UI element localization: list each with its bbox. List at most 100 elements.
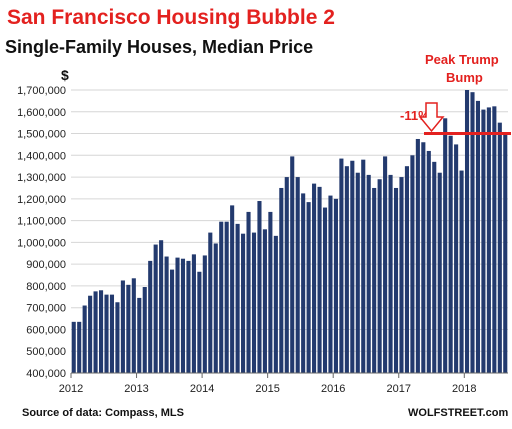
bar — [153, 244, 158, 373]
bar — [104, 294, 109, 373]
bar — [426, 150, 431, 373]
bar — [191, 254, 196, 373]
bar — [273, 235, 278, 373]
y-tick-label: 1,300,000 — [17, 172, 66, 184]
bar — [77, 321, 82, 373]
bar — [410, 155, 415, 373]
bar — [481, 109, 486, 373]
bar — [175, 257, 180, 373]
bar — [459, 170, 464, 373]
source-note: Source of data: Compass, MLS — [22, 407, 184, 419]
bar — [251, 232, 257, 373]
bar — [492, 106, 497, 373]
bar — [388, 174, 393, 373]
peak-label-line2: Bump — [446, 70, 483, 85]
bar — [497, 122, 502, 374]
y-unit-label: $ — [61, 67, 69, 83]
bar — [115, 302, 120, 373]
chart-subtitle: Single-Family Houses, Median Price — [5, 37, 313, 57]
bar — [88, 295, 93, 373]
bar — [241, 233, 246, 373]
bar — [268, 211, 273, 373]
bar — [82, 305, 87, 373]
bar — [93, 291, 98, 373]
bar — [344, 166, 349, 373]
bar — [383, 156, 388, 373]
bar — [312, 183, 317, 373]
y-tick-label: 1,500,000 — [17, 129, 66, 141]
x-tick-label: 2017 — [387, 383, 411, 395]
bar — [126, 284, 131, 373]
bar — [170, 269, 175, 373]
y-tick-label: 1,700,000 — [17, 85, 66, 97]
bar — [208, 232, 213, 373]
bar — [443, 118, 448, 373]
bar — [180, 258, 186, 373]
bar — [322, 207, 328, 373]
bar — [213, 243, 218, 373]
bar — [219, 221, 224, 373]
down-arrow-icon — [418, 102, 445, 133]
bar — [448, 135, 453, 373]
bar — [148, 260, 153, 373]
bar — [224, 221, 229, 373]
bar — [279, 187, 284, 373]
brand-label: WOLFSTREET.com — [408, 407, 508, 419]
y-tick-label: 800,000 — [26, 281, 66, 293]
y-axis-ticks: 1,700,000 1,600,000 1,500,000 1,400,000 1,30… — [17, 85, 66, 380]
x-tick-label: 2013 — [124, 383, 148, 395]
bar — [470, 92, 475, 374]
bar — [137, 297, 142, 373]
x-tick-label: 2018 — [452, 383, 476, 395]
x-tick-label: 2016 — [321, 383, 345, 395]
y-tick-label: 1,100,000 — [17, 216, 66, 228]
bar — [186, 260, 191, 373]
y-tick-label: 1,000,000 — [17, 237, 66, 249]
bar — [399, 177, 404, 373]
bar — [246, 211, 251, 373]
bar — [377, 179, 382, 373]
bar — [120, 280, 125, 373]
bar — [235, 223, 240, 373]
bar — [284, 177, 289, 373]
bar — [71, 321, 76, 373]
bar — [230, 205, 235, 373]
y-tick-label: 1,600,000 — [17, 107, 66, 119]
bar — [454, 144, 459, 373]
y-tick-label: 400,000 — [26, 368, 66, 380]
x-tick-label: 2012 — [59, 383, 83, 395]
bar — [404, 166, 409, 373]
bar — [202, 255, 207, 373]
bar — [142, 287, 147, 373]
bar — [464, 90, 470, 373]
chart-title: San Francisco Housing Bubble 2 — [7, 6, 335, 29]
bar — [415, 138, 420, 373]
bar — [328, 195, 333, 373]
peak-label-line1: Peak Trump — [425, 52, 499, 67]
bar — [257, 201, 262, 373]
bar — [503, 132, 508, 373]
bar — [475, 100, 481, 373]
y-tick-label: 700,000 — [26, 303, 66, 315]
bar — [333, 198, 338, 373]
y-tick-label: 500,000 — [26, 346, 66, 358]
bar — [366, 174, 371, 373]
bar — [131, 278, 136, 373]
bar — [361, 159, 366, 373]
bar — [339, 158, 344, 373]
x-axis: 2012 2013 2014 2015 2016 2017 2018 — [59, 372, 508, 395]
bar — [393, 187, 399, 373]
bar — [421, 142, 426, 373]
x-tick-label: 2014 — [190, 383, 214, 395]
y-tick-label: 1,400,000 — [17, 150, 66, 162]
x-tick-label: 2015 — [255, 383, 279, 395]
bar — [432, 161, 437, 373]
bar — [262, 229, 267, 373]
bar — [159, 240, 164, 373]
bar — [355, 172, 360, 373]
y-tick-label: 600,000 — [26, 324, 66, 336]
bar — [486, 107, 491, 374]
bar — [437, 172, 442, 373]
bar — [306, 202, 311, 373]
